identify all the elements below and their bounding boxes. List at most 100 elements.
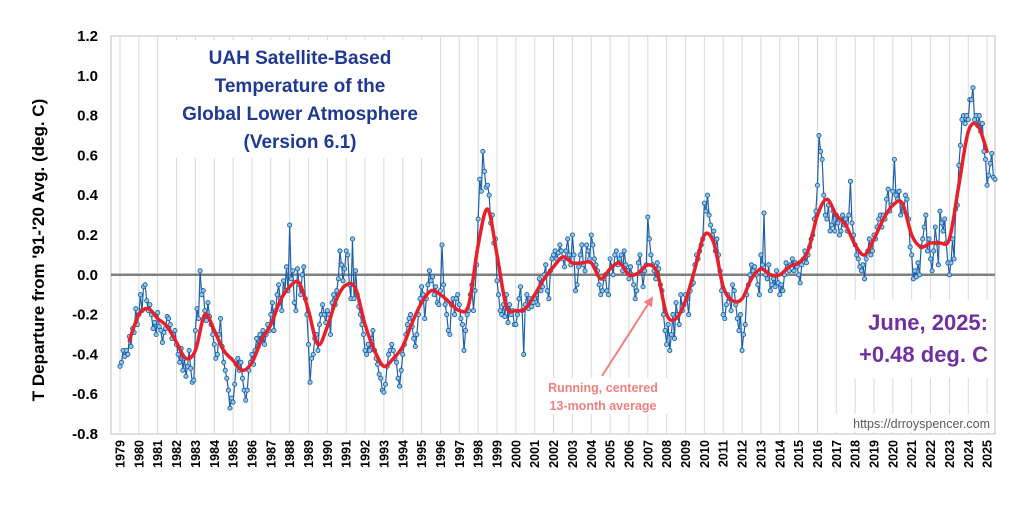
- monthly-point: [167, 321, 173, 328]
- monthly-point: [758, 252, 764, 258]
- running-mean-label-2: 13-month average: [550, 399, 657, 413]
- monthly-point: [152, 320, 158, 326]
- monthly-point: [767, 288, 773, 294]
- monthly-point: [463, 327, 469, 334]
- monthly-point: [155, 310, 161, 316]
- monthly-point: [588, 232, 594, 238]
- monthly-point: [926, 236, 932, 242]
- monthly-point: [789, 256, 795, 262]
- running-mean-label-1: Running, centered: [548, 381, 658, 395]
- running-label-background: [538, 378, 668, 414]
- monthly-point: [821, 192, 827, 198]
- monthly-point: [521, 351, 527, 357]
- monthly-point: [310, 351, 316, 357]
- monthly-point: [912, 268, 918, 274]
- monthly-point: [331, 292, 337, 298]
- monthly-point: [976, 113, 982, 119]
- monthly-segment: [446, 314, 449, 331]
- monthly-point: [279, 308, 285, 314]
- monthly-point: [480, 148, 486, 154]
- monthly-segment: [937, 211, 941, 265]
- monthly-segment: [567, 238, 570, 255]
- monthly-point: [662, 327, 668, 334]
- monthly-point: [755, 282, 761, 288]
- monthly-point: [276, 282, 282, 288]
- x-tick-label: 1986: [245, 440, 259, 468]
- monthly-segment: [763, 213, 767, 275]
- monthly-segment: [799, 264, 803, 283]
- monthly-point: [477, 176, 483, 182]
- y-tick-label: -0.2: [72, 307, 98, 324]
- monthly-segment: [758, 254, 762, 295]
- monthly-point: [299, 272, 305, 278]
- monthly-point: [294, 266, 301, 272]
- monthly-segment: [818, 135, 822, 152]
- x-tick-label: 1995: [415, 440, 429, 468]
- monthly-point: [144, 298, 150, 304]
- monthly-point: [194, 306, 200, 312]
- monthly-point: [557, 242, 563, 248]
- monthly-segment: [667, 324, 671, 351]
- monthly-point: [747, 272, 753, 278]
- monthly-point: [287, 222, 293, 228]
- monthly-point: [254, 335, 260, 342]
- monthly-point: [422, 316, 428, 322]
- monthly-point: [389, 341, 395, 348]
- monthly-point: [225, 387, 231, 393]
- monthly-point: [582, 268, 588, 274]
- monthly-segment: [721, 290, 724, 315]
- y-axis-tick-labels: 1.2 1.0 0.8 0.6 0.4 0.2 0.0 -0.2 -0.4 -0.6 -0.8: [72, 28, 99, 443]
- monthly-point: [395, 375, 401, 381]
- running-mean-line: [127, 121, 989, 373]
- monthly-point: [818, 148, 824, 154]
- monthly-point: [730, 282, 736, 288]
- title-line-4: (Version 6.1): [244, 132, 357, 153]
- y-tick-label: -0.6: [72, 386, 98, 403]
- x-tick-label: 1992: [359, 440, 373, 468]
- monthly-point: [803, 260, 810, 266]
- x-tick-label: 2005: [604, 440, 618, 468]
- monthly-point: [290, 268, 296, 274]
- latest-value-line-1: June, 2025:: [868, 310, 988, 335]
- monthly-segment: [823, 195, 826, 216]
- monthly-point: [634, 288, 640, 294]
- x-tick-label: 1980: [132, 440, 146, 468]
- monthly-point: [670, 312, 676, 318]
- monthly-point: [137, 292, 143, 298]
- monthly-point: [447, 331, 453, 338]
- monthly-point: [645, 214, 651, 220]
- x-tick-label: 2025: [981, 440, 995, 468]
- x-tick-label: 2006: [622, 440, 636, 468]
- monthly-point: [232, 381, 238, 387]
- monthly-point: [703, 208, 709, 214]
- monthly-point: [200, 288, 206, 294]
- x-tick-label: 2022: [924, 440, 938, 468]
- monthly-point: [569, 232, 575, 238]
- monthly-point: [791, 268, 797, 274]
- monthly-point: [230, 399, 236, 405]
- monthly-point: [948, 260, 954, 266]
- monthly-point: [631, 282, 637, 288]
- monthly-segment: [706, 195, 710, 216]
- monthly-segment: [384, 366, 388, 385]
- y-tick-label: 0.2: [77, 227, 98, 244]
- monthly-segment: [636, 262, 639, 291]
- monthly-point: [257, 331, 263, 338]
- monthly-point: [444, 312, 450, 318]
- monthly-point: [708, 222, 714, 228]
- monthly-point: [627, 264, 634, 270]
- x-tick-label: 2021: [905, 440, 919, 468]
- monthly-segment: [688, 290, 691, 315]
- monthly-point: [502, 314, 508, 320]
- monthly-segment: [474, 264, 478, 291]
- monthly-point: [566, 252, 572, 258]
- monthly-point: [778, 282, 784, 288]
- x-tick-label: 1998: [472, 440, 486, 468]
- monthly-point: [664, 341, 670, 348]
- monthly-point: [180, 367, 186, 373]
- monthly-point: [316, 321, 323, 328]
- monthly-point: [159, 339, 165, 346]
- monthly-point: [338, 262, 345, 268]
- monthly-segment: [362, 334, 366, 351]
